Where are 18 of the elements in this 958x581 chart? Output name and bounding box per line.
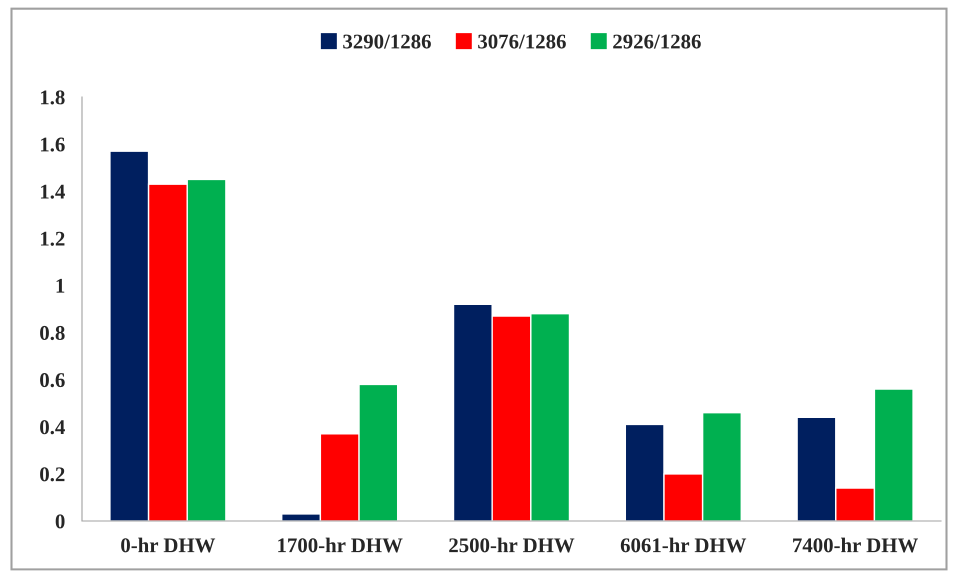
legend-label: 3290/1286: [343, 34, 431, 49]
y-tick-label: 1.8: [40, 90, 65, 105]
x-tick-label: 6061-hr DHW: [620, 538, 746, 552]
y-tick-label: 1.4: [40, 184, 65, 199]
x-tick-label: 2500-hr DHW: [449, 538, 574, 552]
x-tick-label: 7400-hr DHW: [793, 538, 918, 552]
x-tick-label: 0-hr DHW: [121, 538, 216, 552]
legend-label: 2926/1286: [613, 34, 701, 49]
y-tick-label: 0.6: [40, 373, 65, 388]
y-tick-label: 1.2: [40, 232, 64, 246]
y-tick-label: 1.6: [40, 138, 65, 152]
y-tick-label: 0.4: [40, 420, 65, 434]
x-tick-label: 1700-hr DHW: [278, 538, 403, 552]
y-tick-label: 0.2: [40, 467, 64, 482]
y-tick-label: 0.8: [40, 326, 65, 340]
y-tick-label: 1: [56, 278, 64, 293]
y-tick-label: 0: [56, 514, 65, 528]
legend-label: 3076/1286: [478, 34, 566, 49]
